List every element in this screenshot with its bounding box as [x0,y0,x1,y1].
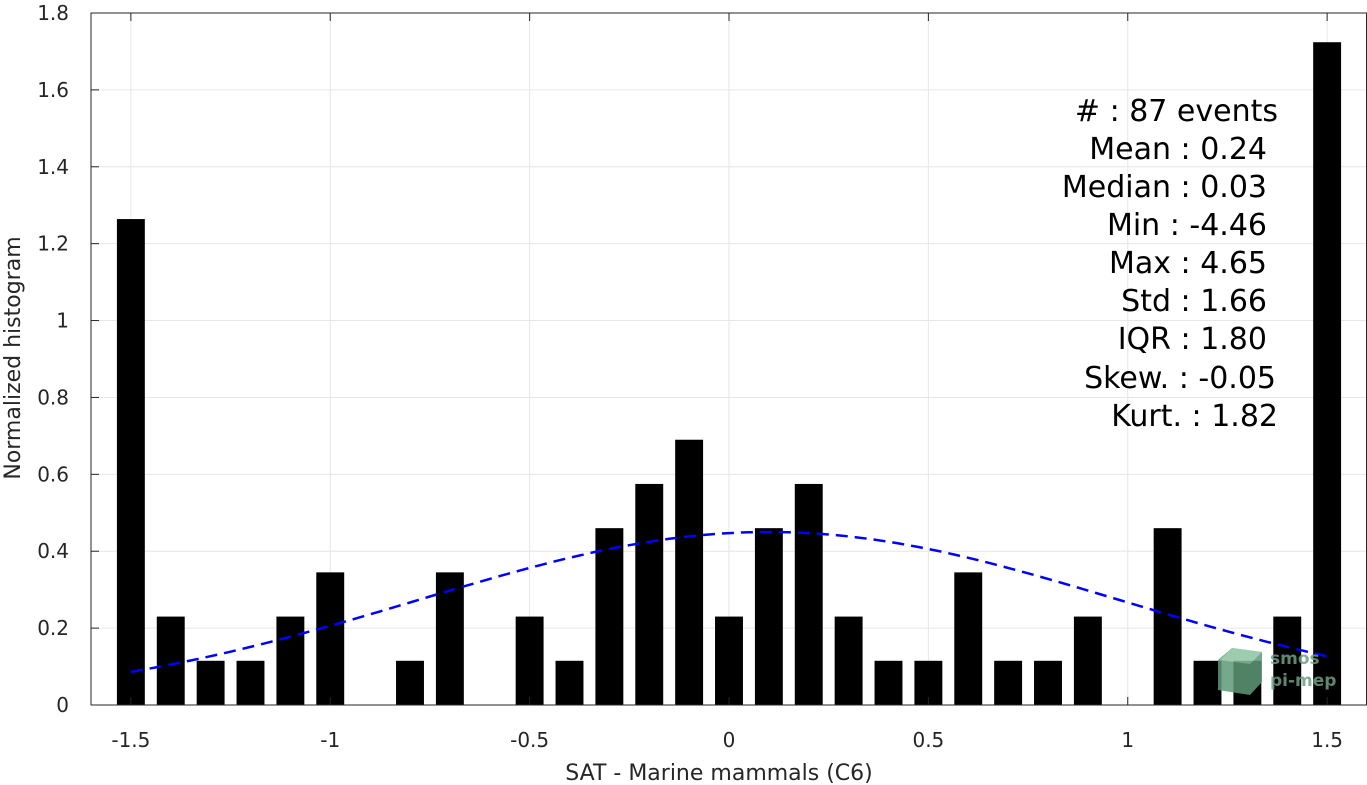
x-tick-label: -1 [320,728,340,752]
stat-mean: Mean : 0.24 [1089,132,1267,167]
bar [1073,616,1102,705]
y-tick-label: 1.8 [37,1,69,25]
y-tick-label: 1.6 [37,78,69,102]
bar [435,572,464,705]
stat-std: Std : 1.66 [1121,284,1267,319]
bar [396,660,424,705]
fit-curve [130,530,1328,674]
bar [954,572,983,705]
bar [834,616,863,705]
y-tick-label: 1.4 [37,155,69,179]
bar [994,660,1023,705]
bar [276,616,305,705]
stat-skew: Skew. : -0.05 [1084,361,1276,396]
bar [156,616,185,705]
bar [1273,616,1302,705]
smos-pimep-logo: smos pi-mep [1218,648,1336,695]
bar [1313,42,1342,706]
x-tick-label: -1.5 [111,728,150,752]
y-tick-label: 0.4 [37,539,69,563]
bar [196,660,225,705]
bar [236,660,265,705]
bar [794,483,823,705]
y-tick-label: 0 [56,693,69,717]
x-tick-label: -0.5 [510,728,549,752]
bars [116,42,1342,706]
x-axis-ticks: -1.5 -1 -0.5 0 0.5 1 1.5 [111,13,1343,752]
y-axis-label: Normalized histogram [1,236,26,479]
y-tick-label: 1 [56,309,69,333]
bar [316,572,345,705]
stat-kurt: Kurt. : 1.82 [1111,399,1278,434]
bar [555,660,584,705]
bar [1034,660,1062,705]
logo-line-2: pi-mep [1270,671,1336,691]
bar [1193,660,1222,705]
bar [635,483,664,705]
y-tick-label: 1.2 [37,232,69,256]
y-tick-label: 0.8 [37,385,69,409]
x-tick-label: 0.5 [912,728,944,752]
bar [515,616,544,705]
x-tick-label: 0 [723,728,736,752]
x-tick-label: 1 [1121,728,1134,752]
x-axis-label: SAT - Marine mammals (C6) [565,761,873,785]
bar [675,439,704,705]
stat-max: Max : 4.65 [1109,246,1267,281]
x-tick-label: 1.5 [1311,728,1343,752]
stat-iqr: IQR : 1.80 [1118,322,1267,357]
y-tick-label: 0.2 [37,616,69,640]
bar [715,616,743,705]
bar [595,528,624,705]
stats-box: # : 87 events Mean : 0.24 Median : 0.03 … [1062,94,1278,434]
stat-count: # : 87 events [1075,94,1278,129]
stat-min: Min : -4.46 [1107,208,1267,243]
bar [874,660,903,705]
y-tick-label: 0.6 [37,462,69,486]
bar [116,219,145,705]
logo-line-1: smos [1270,649,1320,669]
bar [754,528,783,705]
stat-median: Median : 0.03 [1062,170,1267,205]
y-axis-ticks: 0 0.2 0.4 0.6 0.8 1 1.2 1.4 1.6 1.8 [37,1,99,717]
fit-curve-layer [130,530,1328,674]
